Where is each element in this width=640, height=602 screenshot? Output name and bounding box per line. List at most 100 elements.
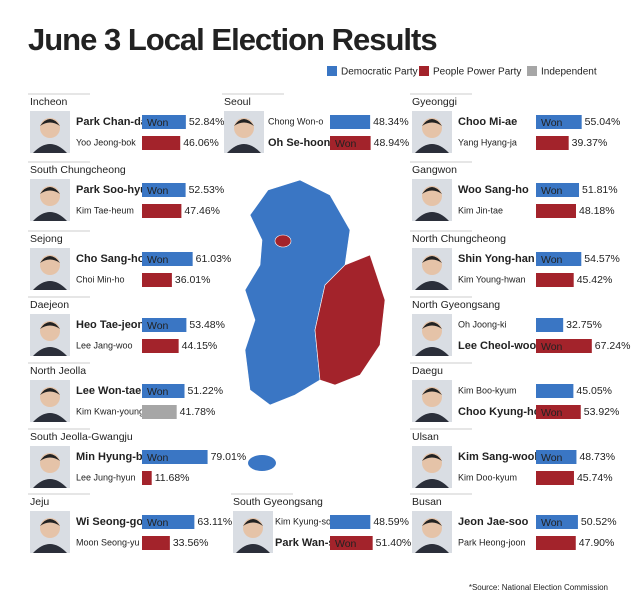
value-label: 45.74%	[577, 472, 613, 484]
region-name: Busan	[412, 496, 442, 508]
candidate-name: Park Chan-dae	[76, 116, 153, 128]
photo-suit	[415, 544, 449, 553]
photo-suit	[33, 479, 67, 488]
map	[244, 179, 386, 471]
photo-suit	[33, 413, 67, 422]
legend-label: People Power Party	[433, 67, 521, 78]
region-name: South Jeolla-Gwangju	[30, 431, 133, 443]
photo-suit	[33, 544, 67, 553]
photo-hair	[40, 388, 60, 395]
photo-hair	[422, 322, 442, 329]
bar	[536, 204, 576, 218]
won-tag: Won	[541, 185, 563, 197]
region-name: South Chungcheong	[30, 164, 126, 176]
map-seoul	[274, 234, 292, 248]
photo-suit	[415, 281, 449, 290]
bar	[536, 115, 582, 129]
photo-hair	[40, 119, 60, 126]
bar	[536, 471, 574, 485]
photo-suit	[33, 347, 67, 356]
candidate-name: Kim Tae-heum	[76, 205, 134, 215]
candidate-name: Cho Sang-ho	[76, 253, 145, 265]
photo-hair	[422, 454, 442, 461]
won-tag: Won	[541, 117, 563, 129]
value-label: 11.68%	[155, 472, 190, 484]
bar	[536, 318, 564, 332]
region-name: North Gyeongsang	[412, 299, 500, 311]
photo-hair	[40, 256, 60, 263]
photo-suit	[33, 212, 67, 221]
candidate-name: Wi Seong-gon	[76, 516, 150, 528]
value-label: 36.01%	[175, 274, 211, 286]
photo-hair	[40, 519, 60, 526]
bar	[142, 471, 152, 485]
candidate-name: Kim Jin-tae	[458, 205, 503, 215]
map-jeju	[248, 455, 276, 471]
photo-suit	[415, 413, 449, 422]
legend-label: Independent	[541, 67, 597, 78]
value-label: 55.04%	[585, 116, 621, 128]
won-tag: Won	[147, 320, 169, 332]
region-name: South Gyeongsang	[233, 496, 323, 508]
value-label: 53.48%	[189, 319, 225, 331]
value-label: 46.06%	[183, 137, 219, 149]
bar	[142, 183, 186, 197]
photo-hair	[422, 519, 442, 526]
won-tag: Won	[147, 185, 169, 197]
bar	[142, 536, 170, 550]
candidate-name: Lee Won-taek	[76, 385, 148, 397]
candidate-name: Park Wan-soo	[275, 537, 348, 549]
bar	[536, 273, 574, 287]
legend-swatch	[419, 66, 429, 76]
value-label: 50.52%	[581, 516, 617, 528]
candidate-name: Park Heong-joon	[458, 537, 526, 547]
bar	[142, 450, 208, 464]
won-tag: Won	[147, 254, 169, 266]
won-tag: Won	[335, 538, 357, 550]
bar	[142, 273, 172, 287]
value-label: 44.15%	[182, 340, 218, 352]
candidate-name: Lee Jung-hyun	[76, 472, 136, 482]
photo-suit	[415, 347, 449, 356]
region-name: Ulsan	[412, 431, 439, 443]
region-name: Seoul	[224, 96, 251, 108]
photo-suit	[33, 281, 67, 290]
value-label: 48.94%	[374, 137, 410, 149]
value-label: 79.01%	[211, 451, 247, 463]
won-tag: Won	[335, 138, 357, 150]
bar	[142, 515, 195, 529]
region-name: Sejong	[30, 233, 63, 245]
candidate-name: Lee Jang-woo	[76, 340, 133, 350]
region-name: North Jeolla	[30, 365, 86, 377]
candidate-name: Oh Se-hoon	[268, 137, 331, 149]
bar	[142, 204, 182, 218]
value-label: 48.34%	[373, 116, 409, 128]
value-label: 51.40%	[376, 537, 412, 549]
value-label: 51.81%	[582, 184, 618, 196]
value-label: 45.05%	[576, 385, 612, 397]
value-label: 45.42%	[577, 274, 613, 286]
candidate-name: Yang Hyang-ja	[458, 137, 517, 147]
map-ppp	[314, 254, 386, 386]
photo-suit	[415, 212, 449, 221]
bar	[536, 339, 592, 353]
bar	[142, 318, 187, 332]
candidate-name: Shin Yong-han	[458, 253, 535, 265]
candidate-name: Park Soo-hyun	[76, 184, 154, 196]
bar	[536, 515, 578, 529]
value-label: 61.03%	[196, 253, 232, 265]
candidate-name: Lee Cheol-woo	[458, 340, 537, 352]
bar	[330, 115, 371, 129]
photo-hair	[422, 119, 442, 126]
photo-suit	[415, 144, 449, 153]
photo-hair	[422, 187, 442, 194]
title: June 3 Local Election Results	[28, 22, 437, 57]
candidate-name: Woo Sang-ho	[458, 184, 529, 196]
candidate-name: Oh Joong-ki	[458, 319, 507, 329]
value-label: 39.37%	[572, 137, 608, 149]
value-label: 48.18%	[579, 205, 615, 217]
candidate-name: Kim Boo-kyum	[458, 385, 517, 395]
candidate-name: Kim Kyung-soo	[275, 516, 336, 526]
candidate-name: Choi Min-ho	[76, 274, 125, 284]
